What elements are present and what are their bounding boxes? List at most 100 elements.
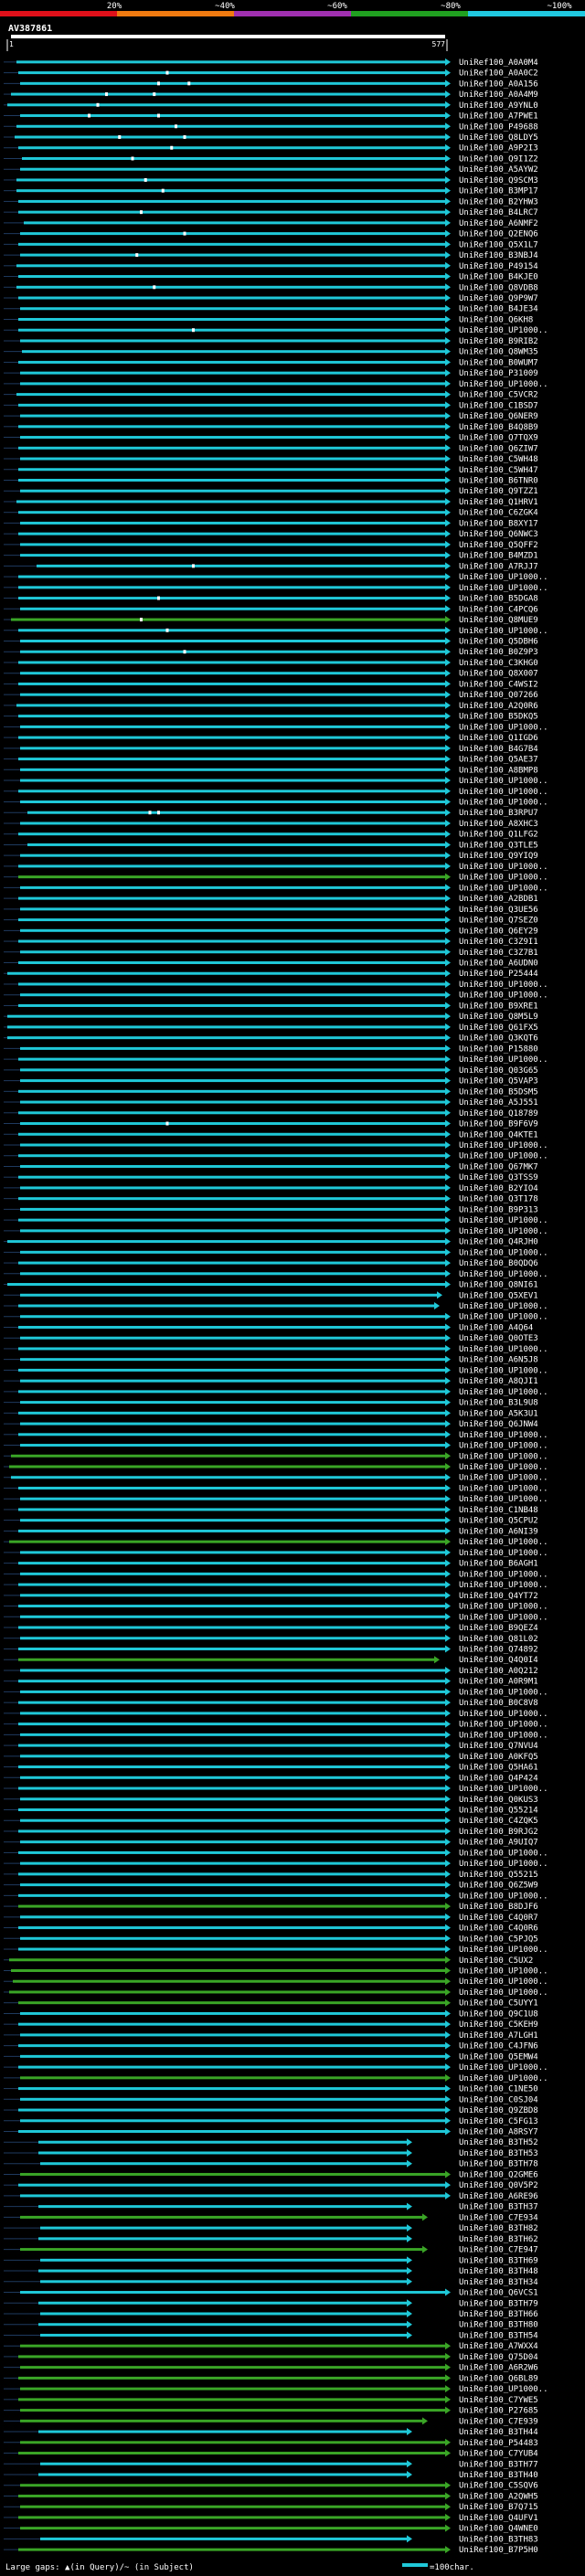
- hit-row[interactable]: UniRef100_A6RE96: [4, 2191, 538, 2201]
- hit-row[interactable]: UniRef100_Q0KUS3: [4, 1795, 538, 1805]
- hit-label[interactable]: UniRef100_P27685: [459, 2407, 538, 2416]
- hit-bar[interactable]: [18, 2001, 445, 2005]
- hit-row[interactable]: UniRef100_B4Q8B9: [4, 422, 538, 432]
- hit-row[interactable]: UniRef100_C5KEH9: [4, 2020, 538, 2030]
- hit-label[interactable]: UniRef100_Q0OTE3: [459, 1334, 538, 1343]
- hit-bar[interactable]: [18, 790, 445, 793]
- hit-row[interactable]: UniRef100_Q6BL89: [4, 2374, 538, 2383]
- hit-label[interactable]: UniRef100_Q4RJH0: [459, 1238, 538, 1247]
- hit-label[interactable]: UniRef100_A6UDN0: [459, 959, 538, 969]
- hit-bar[interactable]: [20, 2366, 445, 2369]
- hit-label[interactable]: UniRef100_UP1000..: [459, 1302, 548, 1311]
- hit-bar[interactable]: [18, 1111, 445, 1115]
- hit-bar[interactable]: [18, 478, 445, 482]
- hit-bar[interactable]: [27, 811, 445, 814]
- hit-label[interactable]: UniRef100_B5DGA8: [459, 595, 538, 604]
- hit-bar[interactable]: [20, 1272, 445, 1276]
- hit-bar[interactable]: [18, 1744, 445, 1747]
- hit-label[interactable]: UniRef100_UP1000..: [459, 799, 548, 808]
- hit-label[interactable]: UniRef100_C5SQV6: [459, 2482, 538, 2491]
- hit-bar[interactable]: [20, 1733, 445, 1736]
- hit-bar[interactable]: [18, 1529, 445, 1532]
- hit-bar[interactable]: [18, 1658, 434, 1661]
- hit-bar[interactable]: [18, 864, 445, 868]
- hit-label[interactable]: UniRef100_B5DKQ5: [459, 713, 538, 722]
- hit-label[interactable]: UniRef100_A0A156: [459, 80, 538, 89]
- hit-bar[interactable]: [40, 2462, 407, 2465]
- hit-bar[interactable]: [20, 672, 445, 675]
- hit-bar[interactable]: [20, 1422, 445, 1426]
- hit-row[interactable]: UniRef100_Q6JNW4: [4, 1420, 538, 1429]
- hit-label[interactable]: UniRef100_Q4KTE1: [459, 1130, 538, 1140]
- hit-label[interactable]: UniRef100_UP1000..: [459, 1688, 548, 1697]
- hit-label[interactable]: UniRef100_UP1000..: [459, 584, 548, 593]
- hit-bar[interactable]: [20, 1122, 445, 1126]
- hit-label[interactable]: UniRef100_A0R9M1: [459, 1678, 538, 1687]
- hit-row[interactable]: UniRef100_UP1000..: [4, 1548, 548, 1558]
- hit-label[interactable]: UniRef100_UP1000..: [459, 777, 548, 786]
- hit-label[interactable]: UniRef100_P31009: [459, 369, 538, 378]
- hit-row[interactable]: UniRef100_Q18789: [4, 1108, 538, 1118]
- hit-bar[interactable]: [40, 2333, 407, 2337]
- hit-bar[interactable]: [18, 2548, 445, 2551]
- hit-row[interactable]: UniRef100_UP1000..: [4, 583, 548, 593]
- hit-label[interactable]: UniRef100_Q55215: [459, 1871, 538, 1880]
- hit-row[interactable]: UniRef100_Q8LDY5: [4, 133, 538, 143]
- hit-row[interactable]: UniRef100_UP1000..: [4, 1248, 548, 1257]
- hit-label[interactable]: UniRef100_Q8MUE9: [459, 616, 538, 625]
- hit-label[interactable]: UniRef100_UP1000..: [459, 884, 548, 893]
- hit-row[interactable]: UniRef100_A7RJJ7: [4, 562, 538, 571]
- hit-label[interactable]: UniRef100_Q8NI61: [459, 1281, 538, 1290]
- hit-label[interactable]: UniRef100_A8RSY7: [459, 2128, 538, 2137]
- hit-row[interactable]: UniRef100_UP1000..: [4, 1387, 548, 1397]
- hit-row[interactable]: UniRef100_A9YNL0: [4, 101, 538, 111]
- hit-bar[interactable]: [9, 1958, 445, 1962]
- hit-label[interactable]: UniRef100_C5VCR2: [459, 391, 538, 400]
- hit-bar[interactable]: [20, 2172, 445, 2176]
- hit-bar[interactable]: [18, 1926, 445, 1930]
- hit-row[interactable]: UniRef100_B0QDQ6: [4, 1259, 538, 1268]
- hit-bar[interactable]: [16, 189, 445, 193]
- hit-bar[interactable]: [20, 1818, 445, 1822]
- hit-row[interactable]: UniRef100_A8QJI1: [4, 1377, 538, 1386]
- hit-label[interactable]: UniRef100_B0WUM7: [459, 358, 538, 367]
- hit-label[interactable]: UniRef100_B9RIB2: [459, 337, 538, 346]
- hit-row[interactable]: UniRef100_UP1000..: [4, 1344, 548, 1354]
- hit-label[interactable]: UniRef100_UP1000..: [459, 1731, 548, 1740]
- hit-row[interactable]: UniRef100_UP1000..: [4, 1151, 548, 1161]
- hit-bar[interactable]: [20, 1594, 445, 1597]
- hit-bar[interactable]: [20, 1250, 445, 1254]
- hit-bar[interactable]: [18, 2183, 445, 2187]
- hit-bar[interactable]: [9, 1465, 445, 1468]
- hit-label[interactable]: UniRef100_UP1000..: [459, 1849, 548, 1858]
- hit-bar[interactable]: [20, 1883, 445, 1887]
- hit-bar[interactable]: [38, 2151, 407, 2155]
- hit-bar[interactable]: [20, 114, 445, 118]
- hit-row[interactable]: UniRef100_UP1000..: [4, 1366, 548, 1375]
- hit-row[interactable]: UniRef100_Q03G65: [4, 1065, 538, 1076]
- hit-bar[interactable]: [24, 221, 445, 225]
- hit-row[interactable]: UniRef100_A0KFQ5: [4, 1752, 538, 1762]
- hit-label[interactable]: UniRef100_C5KEH9: [459, 2020, 538, 2030]
- hit-row[interactable]: UniRef100_UP1000..: [4, 1688, 548, 1697]
- hit-label[interactable]: UniRef100_B3TH80: [459, 2321, 538, 2330]
- hit-row[interactable]: UniRef100_UP1000..: [4, 1538, 548, 1547]
- hit-bar[interactable]: [20, 489, 445, 493]
- hit-label[interactable]: UniRef100_Q9ZBD8: [459, 2106, 538, 2115]
- hit-label[interactable]: UniRef100_UP1000..: [459, 1538, 548, 1547]
- hit-bar[interactable]: [18, 982, 445, 986]
- hit-bar[interactable]: [20, 1046, 445, 1050]
- hit-bar[interactable]: [11, 1969, 445, 1973]
- hit-bar[interactable]: [38, 2301, 407, 2305]
- hit-label[interactable]: UniRef100_C7YWE5: [459, 2396, 538, 2405]
- hit-label[interactable]: UniRef100_C4WSI2: [459, 680, 538, 689]
- hit-label[interactable]: UniRef100_UP1000..: [459, 1388, 548, 1397]
- hit-label[interactable]: UniRef100_Q9SCM3: [459, 176, 538, 186]
- hit-row[interactable]: UniRef100_B3TH53: [4, 2148, 538, 2158]
- hit-bar[interactable]: [18, 961, 445, 965]
- hit-bar[interactable]: [16, 704, 445, 707]
- hit-label[interactable]: UniRef100_Q7NVU4: [459, 1742, 538, 1751]
- hit-bar[interactable]: [18, 715, 445, 718]
- hit-row[interactable]: UniRef100_Q9C1U8: [4, 2009, 538, 2019]
- hit-label[interactable]: UniRef100_UP1000..: [459, 1463, 548, 1472]
